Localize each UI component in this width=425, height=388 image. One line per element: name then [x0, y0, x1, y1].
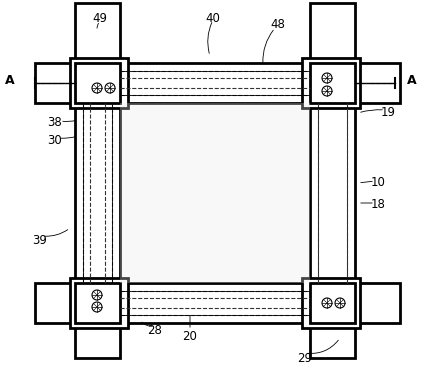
- Bar: [75, 3, 120, 358]
- Text: 20: 20: [183, 329, 198, 343]
- Text: 30: 30: [48, 133, 62, 147]
- Text: 40: 40: [206, 12, 221, 24]
- Text: A: A: [407, 73, 417, 87]
- Bar: [310, 63, 355, 103]
- Bar: [35, 283, 400, 323]
- Text: 18: 18: [371, 199, 385, 211]
- Bar: [120, 103, 310, 283]
- Text: 29: 29: [298, 352, 312, 364]
- Bar: [70, 278, 128, 328]
- Bar: [302, 278, 360, 328]
- Text: 39: 39: [33, 234, 48, 246]
- Text: 49: 49: [93, 12, 108, 24]
- Bar: [70, 58, 128, 108]
- Text: A: A: [5, 73, 15, 87]
- Text: 10: 10: [371, 177, 385, 189]
- Bar: [310, 3, 355, 358]
- Bar: [310, 283, 355, 323]
- Text: 38: 38: [48, 116, 62, 130]
- Bar: [35, 63, 400, 103]
- Text: 28: 28: [147, 324, 162, 336]
- Bar: [75, 63, 120, 103]
- Bar: [302, 58, 360, 108]
- Bar: [75, 283, 120, 323]
- Text: 19: 19: [380, 106, 396, 120]
- Text: 48: 48: [271, 19, 286, 31]
